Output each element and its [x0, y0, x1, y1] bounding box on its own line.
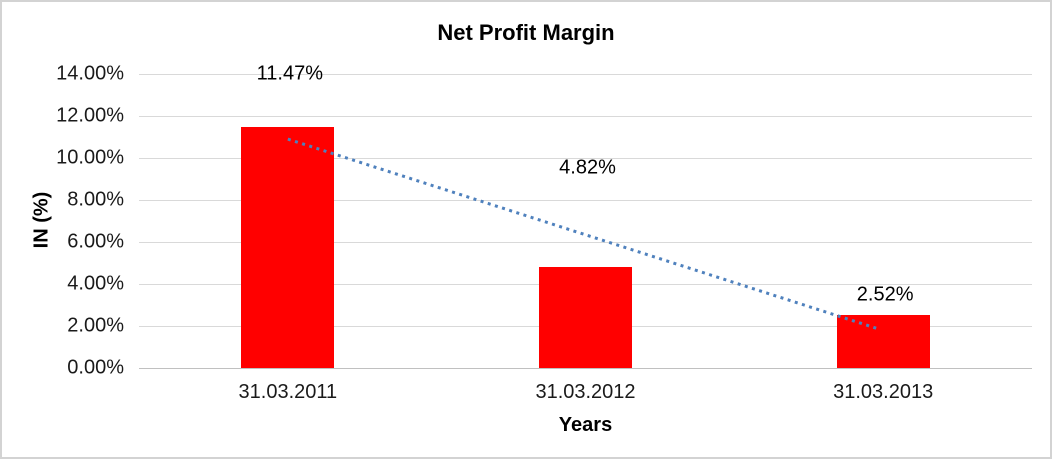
bar-data-label: 4.82% — [559, 156, 616, 179]
bar-data-label: 11.47% — [256, 62, 324, 85]
gridline — [139, 116, 1032, 117]
bar-31.03.2013 — [836, 315, 930, 368]
y-tick-label: 4.00% — [67, 272, 124, 295]
category-label: 31.03.2011 — [238, 381, 338, 403]
chart-title: Net Profit Margin — [437, 20, 615, 45]
y-tick-label: 6.00% — [67, 230, 124, 253]
category-label: 31.03.2012 — [535, 381, 636, 403]
y-tick-label: 14.00% — [56, 62, 124, 85]
x-axis-title: Years — [558, 414, 613, 436]
y-tick-label: 8.00% — [67, 188, 124, 211]
y-tick-label: 0.00% — [67, 356, 124, 379]
gridline — [139, 74, 1032, 75]
bar-31.03.2012 — [539, 266, 632, 368]
y-tick-label: 10.00% — [56, 146, 124, 169]
bar-31.03.2011 — [241, 127, 335, 368]
category-label: 31.03.2013 — [833, 381, 934, 403]
bar-data-label: 2.52% — [856, 283, 914, 306]
y-tick-label: 12.00% — [56, 104, 124, 127]
y-tick-label: 2.00% — [67, 314, 124, 337]
x-axis-line — [139, 368, 1032, 369]
